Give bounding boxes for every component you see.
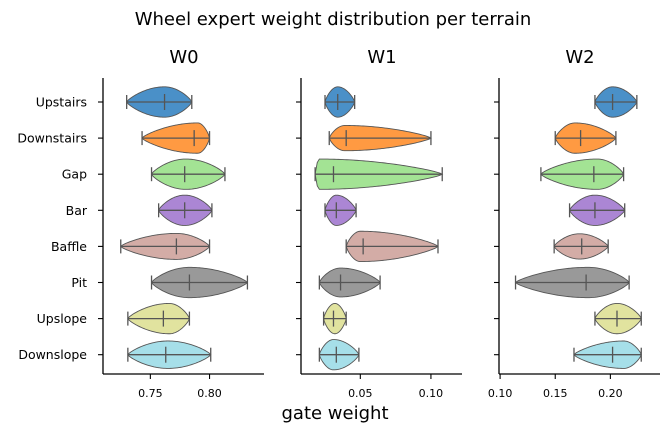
x-tick-label: 0.05 (348, 387, 373, 400)
panel-w2: W2 0.10 0.15 0.20 (488, 47, 660, 400)
y-tick-label-pit: Pit (71, 275, 87, 290)
y-tick-label-bar: Bar (66, 203, 88, 218)
panel-title-w0: W0 (169, 47, 198, 68)
y-tick-label-gap: Gap (62, 167, 87, 182)
x-tick-label: 0.80 (197, 387, 222, 400)
y-tick-label-baffle: Baffle (51, 239, 87, 254)
x-tick-label: 0.75 (138, 387, 163, 400)
panel-title-w1: W1 (367, 47, 396, 68)
y-tick-label-downslope: Downslope (18, 347, 87, 362)
panel-title-w2: W2 (565, 47, 594, 68)
x-axis-label: gate weight (282, 403, 389, 424)
y-tick-label-downstairs: Downstairs (17, 131, 87, 146)
panel-w0: W0 0.75 0.80 Upstairs Downstairs Gap Bar Baffl… (17, 47, 264, 400)
x-tick-label: 0.15 (543, 387, 568, 400)
panel-w1: W1 0.05 0.10 (296, 47, 462, 400)
figure-title: Wheel expert weight distribution per ter… (135, 9, 532, 30)
x-tick-label: 0.10 (488, 387, 513, 400)
x-tick-label: 0.20 (598, 387, 623, 400)
x-tick-label: 0.10 (419, 387, 444, 400)
y-tick-label-upslope: Upslope (37, 311, 88, 326)
y-tick-label-upstairs: Upstairs (36, 95, 87, 110)
